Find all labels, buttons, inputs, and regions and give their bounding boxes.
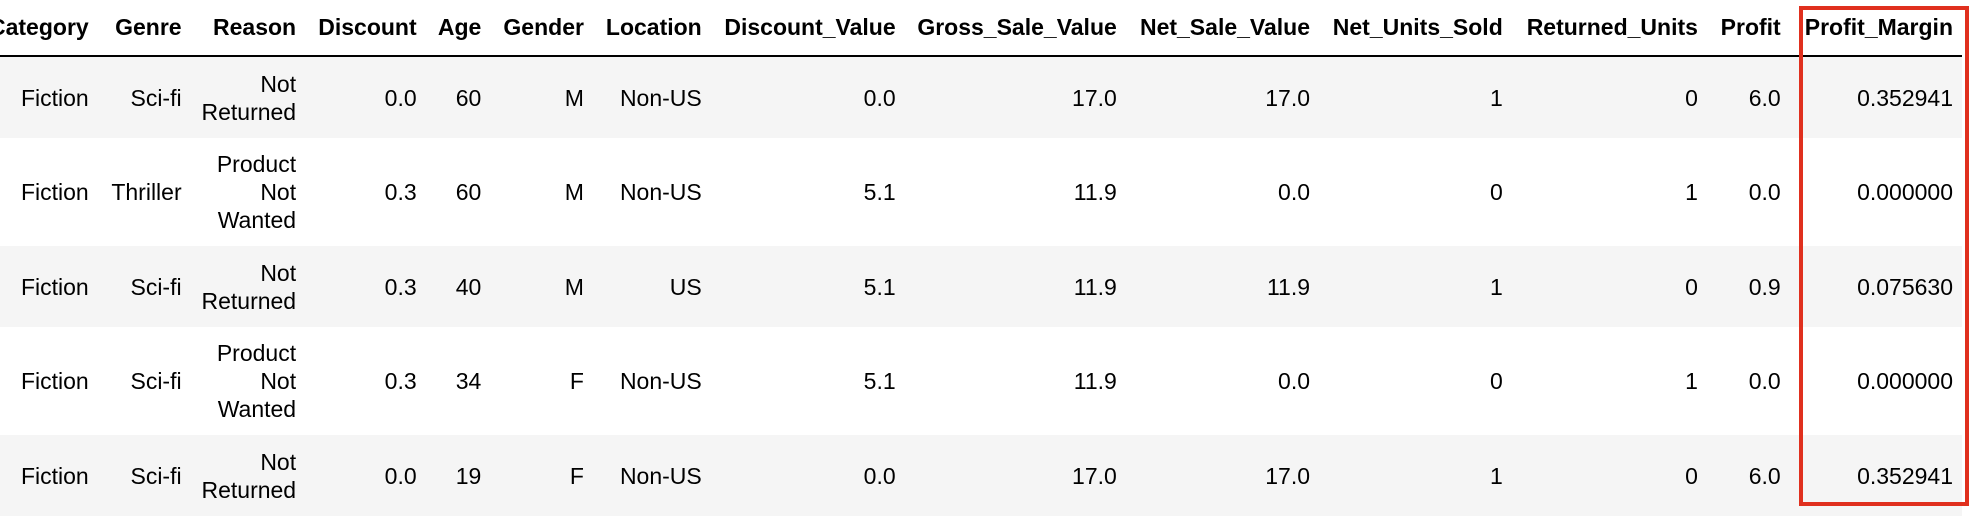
- cell-genre: Sci-fi: [130, 368, 182, 394]
- cell-net-units-sold: 1: [1489, 462, 1503, 489]
- column-header-returned-units: Returned_Units: [1511, 0, 1707, 57]
- cell-gender: F: [569, 462, 584, 489]
- cell-net-sale-value: 0.0: [1278, 368, 1311, 394]
- column-header-discount: Discount: [305, 0, 426, 57]
- column-header-gender: Gender: [490, 0, 593, 57]
- cell-profit: 6.0: [1748, 84, 1781, 111]
- cell-age: 19: [455, 462, 482, 489]
- cell-profit: 0.0: [1748, 179, 1781, 205]
- cell-gross-sale-value: 11.9: [1073, 179, 1117, 205]
- cell-category: Fiction: [20, 179, 89, 205]
- cell-discount: 0.0: [384, 462, 417, 489]
- column-header-discount-value: Discount_Value: [710, 0, 905, 57]
- cell-reason: Not Returned: [201, 259, 297, 314]
- cell-gender: M: [564, 273, 584, 300]
- cell-genre: Sci-fi: [130, 273, 182, 300]
- column-header-genre: Genre: [97, 0, 191, 57]
- cell-net-units-sold: 1: [1489, 84, 1503, 111]
- cell-net-sale-value: 0.0: [1278, 179, 1311, 205]
- cell-category: Fiction: [20, 84, 89, 111]
- cell-gender: F: [569, 368, 584, 394]
- cell-profit-margin: 0.000000: [1857, 179, 1953, 205]
- cell-gross-sale-value: 11.9: [1073, 368, 1117, 394]
- cell-genre: Thriller: [111, 179, 182, 205]
- cell-discount: 0.3: [384, 273, 417, 300]
- cell-net-sale-value: 17.0: [1265, 84, 1311, 111]
- column-header-category: Category: [0, 0, 98, 57]
- cell-returned-units: 0: [1685, 273, 1698, 300]
- cell-genre: Sci-fi: [130, 462, 182, 489]
- header-row: Category Genre Reason Discount Age Gende…: [0, 0, 1962, 57]
- cell-discount-value: 5.1: [863, 273, 896, 300]
- table-row: Fiction Sci-fi Not Returned 0.0 60 M Non…: [0, 56, 1962, 138]
- cell-age: 34: [455, 368, 482, 394]
- cell-returned-units: 0: [1685, 84, 1698, 111]
- cell-returned-units: 1: [1685, 179, 1698, 205]
- cell-profit: 0.0: [1748, 368, 1781, 394]
- cell-profit-margin: 0.352941: [1857, 84, 1953, 111]
- column-header-location: Location: [592, 0, 711, 57]
- cell-profit: 6.0: [1748, 462, 1781, 489]
- cell-discount-value: 0.0: [863, 462, 896, 489]
- cell-discount-value: 5.1: [863, 368, 896, 394]
- cell-net-units-sold: 1: [1489, 273, 1503, 300]
- cell-gross-sale-value: 11.9: [1073, 273, 1117, 300]
- dataframe-table: Category Genre Reason Discount Age Gende…: [0, 0, 1962, 516]
- column-header-reason: Reason: [190, 0, 306, 57]
- table-row: Fiction Sci-fi Not Returned 0.3 40 M US …: [0, 246, 1962, 327]
- column-header-gross-sale-value: Gross_Sale_Value: [904, 0, 1126, 57]
- cell-location: Non-US: [619, 368, 702, 394]
- cell-net-sale-value: 17.0: [1265, 462, 1311, 489]
- cell-reason: Not Returned: [201, 70, 297, 125]
- cell-reason: Product Not Wanted: [216, 340, 297, 422]
- cell-reason: Product Not Wanted: [216, 151, 297, 233]
- table-row: Fiction Sci-fi Not Returned 0.0 19 F Non…: [0, 435, 1962, 516]
- cell-gross-sale-value: 17.0: [1072, 84, 1117, 111]
- cell-category: Fiction: [20, 368, 89, 394]
- cell-category: Fiction: [20, 273, 89, 300]
- cell-profit-margin: 0.075630: [1857, 273, 1953, 300]
- column-header-profit-margin: Profit_Margin: [1789, 0, 1962, 57]
- cell-genre: Sci-fi: [130, 84, 182, 111]
- cell-location: Non-US: [619, 179, 702, 205]
- cell-returned-units: 1: [1685, 368, 1698, 394]
- column-header-profit: Profit: [1706, 0, 1790, 57]
- cell-net-units-sold: 0: [1489, 368, 1503, 394]
- cell-location: Non-US: [619, 462, 702, 489]
- cell-reason: Not Returned: [201, 448, 297, 503]
- cell-discount: 0.3: [384, 179, 417, 205]
- cell-age: 60: [455, 84, 482, 111]
- cell-gender: M: [564, 84, 584, 111]
- cell-category: Fiction: [20, 462, 89, 489]
- cell-gender: M: [564, 179, 584, 205]
- cell-age: 60: [455, 179, 482, 205]
- cell-age: 40: [455, 273, 482, 300]
- cell-discount: 0.3: [384, 368, 417, 394]
- cell-gross-sale-value: 17.0: [1072, 462, 1117, 489]
- column-header-net-sale-value: Net_Sale_Value: [1125, 0, 1320, 57]
- cell-profit-margin: 0.352941: [1857, 462, 1953, 489]
- table-row: Fiction Sci-fi Product Not Wanted 0.3 34…: [0, 327, 1962, 435]
- cell-location: Non-US: [619, 84, 702, 111]
- table-row: Fiction Thriller Product Not Wanted 0.3 …: [0, 138, 1962, 246]
- column-header-age: Age: [425, 0, 491, 57]
- cell-discount-value: 5.1: [863, 179, 896, 205]
- cell-profit: 0.9: [1748, 273, 1781, 300]
- column-header-net-units-sold: Net_Units_Sold: [1319, 0, 1512, 57]
- cell-location: US: [669, 273, 702, 300]
- cell-discount: 0.0: [384, 84, 417, 111]
- cell-returned-units: 0: [1685, 462, 1698, 489]
- cell-profit-margin: 0.000000: [1857, 368, 1953, 394]
- cell-discount-value: 0.0: [863, 84, 896, 111]
- cell-net-units-sold: 0: [1489, 179, 1503, 205]
- cell-net-sale-value: 11.9: [1266, 273, 1311, 300]
